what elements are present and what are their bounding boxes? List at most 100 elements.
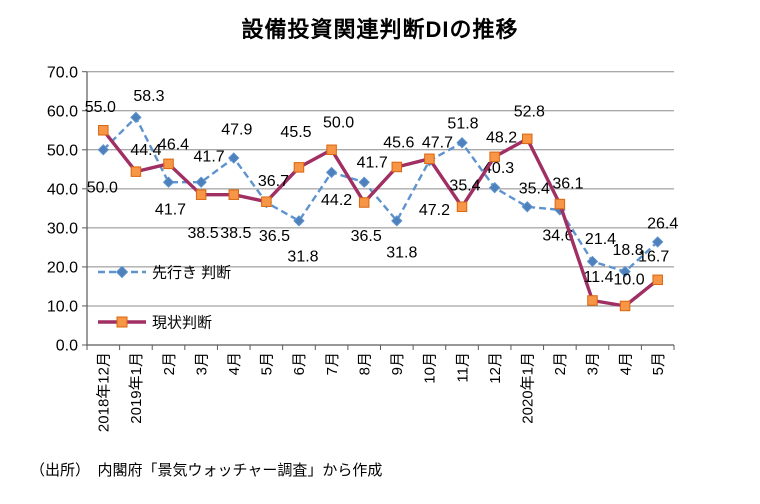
source-note: （出所） 内閣府「景気ウォッチャー調査」から作成 xyxy=(30,462,383,479)
forecast-point-label: 44.2 xyxy=(321,192,352,209)
forecast-point-label: 36.5 xyxy=(259,228,290,245)
current-point-label: 44.4 xyxy=(130,142,161,159)
forecast-point-marker xyxy=(195,176,207,188)
current-point-marker xyxy=(391,161,403,173)
current-point-marker xyxy=(489,151,500,163)
x-tick-label: 4月 xyxy=(226,352,243,375)
current-point-label: 38.5 xyxy=(220,225,251,242)
current-point-marker xyxy=(261,196,272,207)
x-tick-label: 7月 xyxy=(324,352,341,375)
x-tick-label: 10月 xyxy=(422,352,439,384)
current-point-label: 55.0 xyxy=(85,99,116,116)
forecast-point-label: 31.8 xyxy=(386,244,417,261)
forecast-point-marker xyxy=(521,201,533,213)
current-point-marker xyxy=(652,274,663,286)
current-point-marker xyxy=(619,300,631,312)
chart-title: 設備投資関連判断DIの推移 xyxy=(241,17,519,42)
current-point-marker xyxy=(554,198,566,210)
current-point-label: 50.0 xyxy=(323,114,354,131)
current-point-label: 35.4 xyxy=(449,177,480,194)
forecast-point-marker xyxy=(97,144,110,156)
legend-item-forecast: 先行き 判断 xyxy=(98,264,231,281)
forecast-point-marker xyxy=(358,176,370,188)
current-point-marker xyxy=(130,166,142,177)
forecast-point-label: 51.8 xyxy=(447,115,478,132)
current-point-label: 52.8 xyxy=(514,103,545,120)
current-point-label: 36.1 xyxy=(552,176,583,193)
x-tick-label: 12月 xyxy=(487,352,504,384)
current-point-label: 45.5 xyxy=(280,124,311,141)
y-tick-label: 70.0 xyxy=(47,64,78,81)
current-series: 55.0 44.446.4 38.5 38.5 36.7 45.5 50.0 36.5 45.6… xyxy=(85,99,669,312)
legend-label-forecast: 先行き 判断 xyxy=(152,264,231,281)
forecast-point-marker xyxy=(325,166,338,179)
legend-label-current: 現状判断 xyxy=(152,314,212,331)
current-point-marker xyxy=(587,295,598,306)
y-tick-label: 50.0 xyxy=(47,142,78,159)
forecast-point-label: 41.7 xyxy=(194,149,225,166)
current-point-label: 36.5 xyxy=(351,228,382,245)
current-point-label: 48.2 xyxy=(486,129,517,146)
x-tick-label: 2020年1月 xyxy=(520,352,537,424)
x-tick-label: 6月 xyxy=(291,352,308,375)
current-point-label: 11.4 xyxy=(584,269,614,286)
y-tick-label: 0.0 xyxy=(56,338,78,355)
x-tick-label: 5月 xyxy=(259,352,276,375)
current-point-label: 38.5 xyxy=(188,225,219,242)
forecast-point-marker xyxy=(586,255,599,268)
forecast-point-label: 41.7 xyxy=(155,202,186,219)
forecast-point-label: 21.4 xyxy=(585,231,616,248)
di-trend-line-chart: 0.0 10.0 20.0 30.0 40.0 50.0 60.0 70.0 2018年12月 2… xyxy=(47,64,679,432)
legend-square-icon xyxy=(116,316,128,328)
forecast-point-marker xyxy=(488,181,501,194)
forecast-point-label: 47.9 xyxy=(221,122,252,139)
current-point-marker xyxy=(522,133,533,145)
current-point-marker xyxy=(98,125,109,136)
x-tick-label: 2018年12月 xyxy=(96,352,113,432)
forecast-point-label: 26.4 xyxy=(647,215,678,232)
forecast-point-label: 50.0 xyxy=(87,179,118,196)
x-tick-label: 4月 xyxy=(617,352,634,375)
x-tick-label: 3月 xyxy=(193,352,210,375)
y-tick-label: 10.0 xyxy=(47,299,78,316)
forecast-point-marker xyxy=(456,137,468,149)
current-point-marker xyxy=(358,197,370,208)
current-line xyxy=(101,129,659,308)
forecast-point-label: 18.8 xyxy=(613,242,644,259)
x-tick-label: 2019年1月 xyxy=(128,352,145,424)
forecast-point-marker xyxy=(228,152,240,164)
forecast-point-label: 31.8 xyxy=(287,248,318,265)
y-tick-label: 20.0 xyxy=(47,260,78,277)
x-tick-label: 11月 xyxy=(454,352,471,383)
current-point-marker xyxy=(424,153,435,165)
forecast-point-label: 34.6 xyxy=(542,227,573,244)
forecast-point-label: 35.4 xyxy=(519,180,550,197)
forecast-point-marker xyxy=(130,111,142,124)
y-tick-label: 40.0 xyxy=(47,181,78,198)
current-point-marker xyxy=(293,162,305,173)
current-point-marker xyxy=(456,201,468,213)
current-point-marker xyxy=(195,189,207,200)
forecast-point-label: 47.2 xyxy=(419,202,450,219)
current-point-label: 47.7 xyxy=(422,134,453,151)
forecast-point-marker xyxy=(293,215,305,227)
x-tick-label: 5月 xyxy=(650,352,667,375)
forecast-point-label: 41.7 xyxy=(357,155,388,172)
y-tick-label: 60.0 xyxy=(47,103,78,120)
current-point-label: 45.6 xyxy=(383,135,414,152)
x-tick-label: 3月 xyxy=(585,352,602,375)
current-point-marker xyxy=(163,158,174,170)
forecast-point-marker xyxy=(391,215,403,227)
current-point-label: 46.4 xyxy=(158,136,189,153)
legend-item-current: 現状判断 xyxy=(98,314,212,331)
forecast-point-marker xyxy=(651,236,664,248)
current-point-label: 16.7 xyxy=(638,248,669,265)
current-point-label: 36.7 xyxy=(258,173,289,190)
x-tick-label: 9月 xyxy=(389,352,406,375)
current-point-marker xyxy=(228,189,239,200)
current-point-label: 10.0 xyxy=(614,272,645,289)
forecast-point-label: 58.3 xyxy=(133,88,164,105)
forecast-point-marker xyxy=(162,176,175,188)
legend-diamond-icon xyxy=(115,265,129,279)
